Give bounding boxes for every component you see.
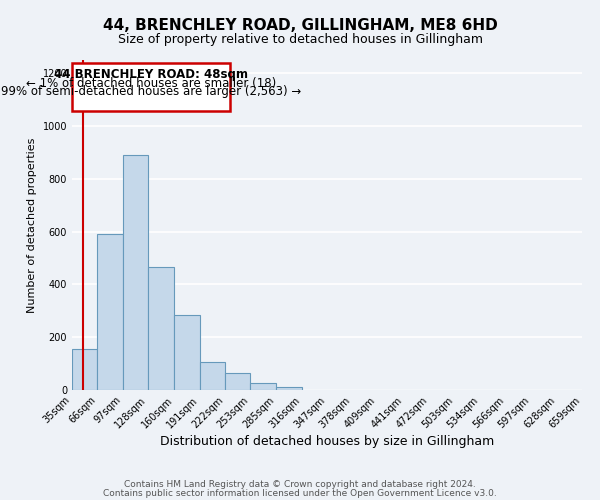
Text: Contains HM Land Registry data © Crown copyright and database right 2024.: Contains HM Land Registry data © Crown c…: [124, 480, 476, 489]
Bar: [225, 374, 250, 390]
Bar: [174, 315, 199, 390]
Bar: [250, 382, 277, 390]
Text: ← 1% of detached houses are smaller (18): ← 1% of detached houses are smaller (18): [26, 77, 276, 90]
Text: Size of property relative to detached houses in Gillingham: Size of property relative to detached ho…: [118, 32, 482, 46]
Bar: [148, 267, 174, 390]
Text: 44 BRENCHLEY ROAD: 48sqm: 44 BRENCHLEY ROAD: 48sqm: [54, 68, 248, 82]
X-axis label: Distribution of detached houses by size in Gillingham: Distribution of detached houses by size …: [160, 436, 494, 448]
Bar: [122, 155, 148, 390]
Bar: [97, 234, 122, 390]
Text: 44, BRENCHLEY ROAD, GILLINGHAM, ME8 6HD: 44, BRENCHLEY ROAD, GILLINGHAM, ME8 6HD: [103, 18, 497, 32]
Bar: [72, 63, 230, 112]
Bar: [72, 349, 97, 390]
Bar: [277, 387, 302, 390]
Text: Contains public sector information licensed under the Open Government Licence v3: Contains public sector information licen…: [103, 488, 497, 498]
Bar: [199, 362, 225, 390]
Text: 99% of semi-detached houses are larger (2,563) →: 99% of semi-detached houses are larger (…: [1, 86, 301, 98]
Y-axis label: Number of detached properties: Number of detached properties: [27, 138, 37, 312]
